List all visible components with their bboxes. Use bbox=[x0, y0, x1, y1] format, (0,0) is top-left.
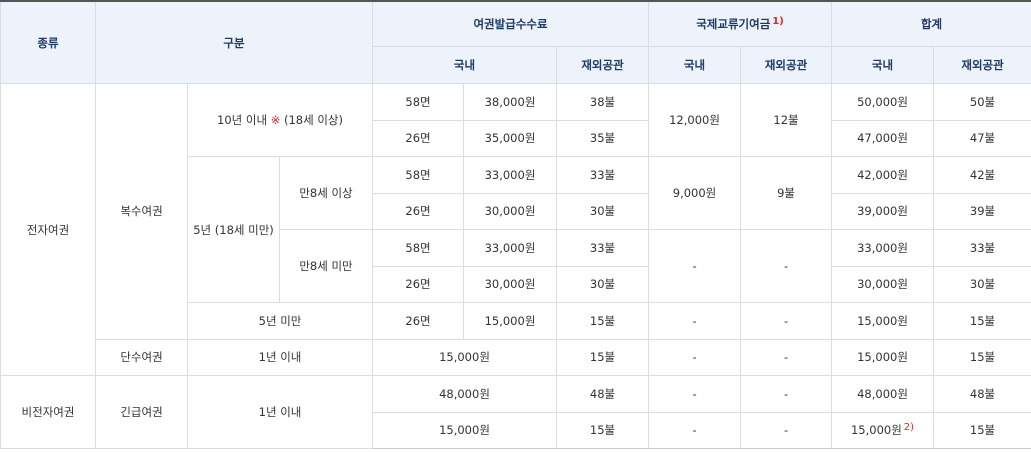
cell: 35,000원 bbox=[463, 119, 557, 157]
cell: - bbox=[740, 229, 833, 303]
header-cell: 여권발급수수료 bbox=[371, 0, 650, 47]
cell: 47,000원 bbox=[831, 119, 935, 157]
cell: 58면 bbox=[372, 83, 464, 121]
cell: 15,000원 bbox=[463, 302, 557, 340]
header-cell: 재외공관 bbox=[933, 46, 1031, 84]
cell: 30불 bbox=[933, 265, 1031, 303]
cell: 12,000원 bbox=[648, 83, 742, 157]
header-cell: 구분 bbox=[95, 0, 373, 84]
header-cell: 종류 bbox=[0, 0, 96, 84]
cell: 48불 bbox=[555, 375, 650, 413]
cell: 33불 bbox=[555, 229, 650, 267]
cell: - bbox=[648, 375, 742, 413]
header-cell: 합계 bbox=[831, 0, 1031, 47]
cell: 30,000원 bbox=[831, 265, 935, 303]
cell: 33불 bbox=[555, 156, 650, 194]
cell: 15불 bbox=[555, 411, 650, 449]
cell: - bbox=[740, 411, 833, 449]
cell: 33,000원 bbox=[463, 156, 557, 194]
cell: 비전자여권 bbox=[0, 375, 96, 449]
cell: 26면 bbox=[372, 119, 464, 157]
cell: - bbox=[648, 229, 742, 303]
header-cell: 재외공관 bbox=[555, 46, 650, 84]
cell: - bbox=[740, 338, 833, 376]
header-cell: 재외공관 bbox=[740, 46, 833, 84]
cell-text: (18세 이상) bbox=[283, 113, 343, 127]
cell-text: 10년 이내 bbox=[217, 113, 268, 127]
cell: - bbox=[648, 411, 742, 449]
cell: 50불 bbox=[933, 83, 1031, 121]
cell: 39불 bbox=[933, 192, 1031, 230]
cell: 30불 bbox=[555, 265, 650, 303]
cell: 15불 bbox=[933, 302, 1031, 340]
cell: 15,000원 2) bbox=[831, 411, 935, 449]
cell: 48,000원 bbox=[831, 375, 935, 413]
cell: 48불 bbox=[933, 375, 1031, 413]
cell: 42,000원 bbox=[831, 156, 935, 194]
cell: - bbox=[648, 338, 742, 376]
cell: 만8세 이상 bbox=[279, 156, 373, 230]
cell: 복수여권 bbox=[95, 83, 188, 340]
cell: 47불 bbox=[933, 119, 1031, 157]
footnote-ref: 2) bbox=[903, 422, 915, 434]
cell: 9불 bbox=[740, 156, 833, 230]
cell: 9,000원 bbox=[648, 156, 742, 230]
header-cell: 국내 bbox=[648, 46, 742, 84]
footnote-ref: 1) bbox=[772, 16, 784, 27]
cell: 58면 bbox=[372, 156, 464, 194]
cell: 긴급여권 bbox=[95, 375, 188, 449]
cell: - bbox=[740, 302, 833, 340]
cell: 33,000원 bbox=[831, 229, 935, 267]
cell: 전자여권 bbox=[0, 83, 96, 376]
header-text: 국제교류기여금 bbox=[696, 17, 771, 31]
cell: 15,000원 bbox=[372, 411, 557, 449]
cell: 10년 이내 ※ (18세 이상) bbox=[187, 83, 373, 157]
cell: 30,000원 bbox=[463, 192, 557, 230]
header-cell: 국내 bbox=[372, 46, 557, 84]
cell: 15불 bbox=[555, 302, 650, 340]
cell: 15,000원 bbox=[831, 302, 935, 340]
cell: 15불 bbox=[555, 338, 650, 376]
cell: 15불 bbox=[933, 338, 1031, 376]
cell: 1년 이내 bbox=[187, 338, 373, 376]
cell: 50,000원 bbox=[831, 83, 935, 121]
cell: 33불 bbox=[933, 229, 1031, 267]
cell: 30불 bbox=[555, 192, 650, 230]
cell: 5년 미만 bbox=[187, 302, 373, 340]
cell: 33,000원 bbox=[463, 229, 557, 267]
cell: 15,000원 bbox=[831, 338, 935, 376]
cell: 15불 bbox=[933, 411, 1031, 449]
cell: - bbox=[740, 375, 833, 413]
cell: 42불 bbox=[933, 156, 1031, 194]
cell: 39,000원 bbox=[831, 192, 935, 230]
cell: 35불 bbox=[555, 119, 650, 157]
cell: 단수여권 bbox=[95, 338, 188, 376]
cell: 15,000원 bbox=[372, 338, 557, 376]
cell: 12불 bbox=[740, 83, 833, 157]
cell: 만8세 미만 bbox=[279, 229, 373, 303]
note-mark: ※ bbox=[270, 113, 281, 127]
cell: 58면 bbox=[372, 229, 464, 267]
header-cell: 국제교류기여금 1) bbox=[648, 0, 833, 47]
cell: 26면 bbox=[372, 265, 464, 303]
cell: 38,000원 bbox=[463, 83, 557, 121]
cell-text: 15,000원 bbox=[850, 423, 902, 438]
cell: 26면 bbox=[372, 302, 464, 340]
cell: 1년 이내 bbox=[187, 375, 373, 449]
header-cell: 국내 bbox=[831, 46, 935, 84]
cell: 38불 bbox=[555, 83, 650, 121]
cell: 5년 (18세 미만) bbox=[187, 156, 280, 303]
cell: 30,000원 bbox=[463, 265, 557, 303]
cell: 48,000원 bbox=[372, 375, 557, 413]
cell: 26면 bbox=[372, 192, 464, 230]
cell: - bbox=[648, 302, 742, 340]
